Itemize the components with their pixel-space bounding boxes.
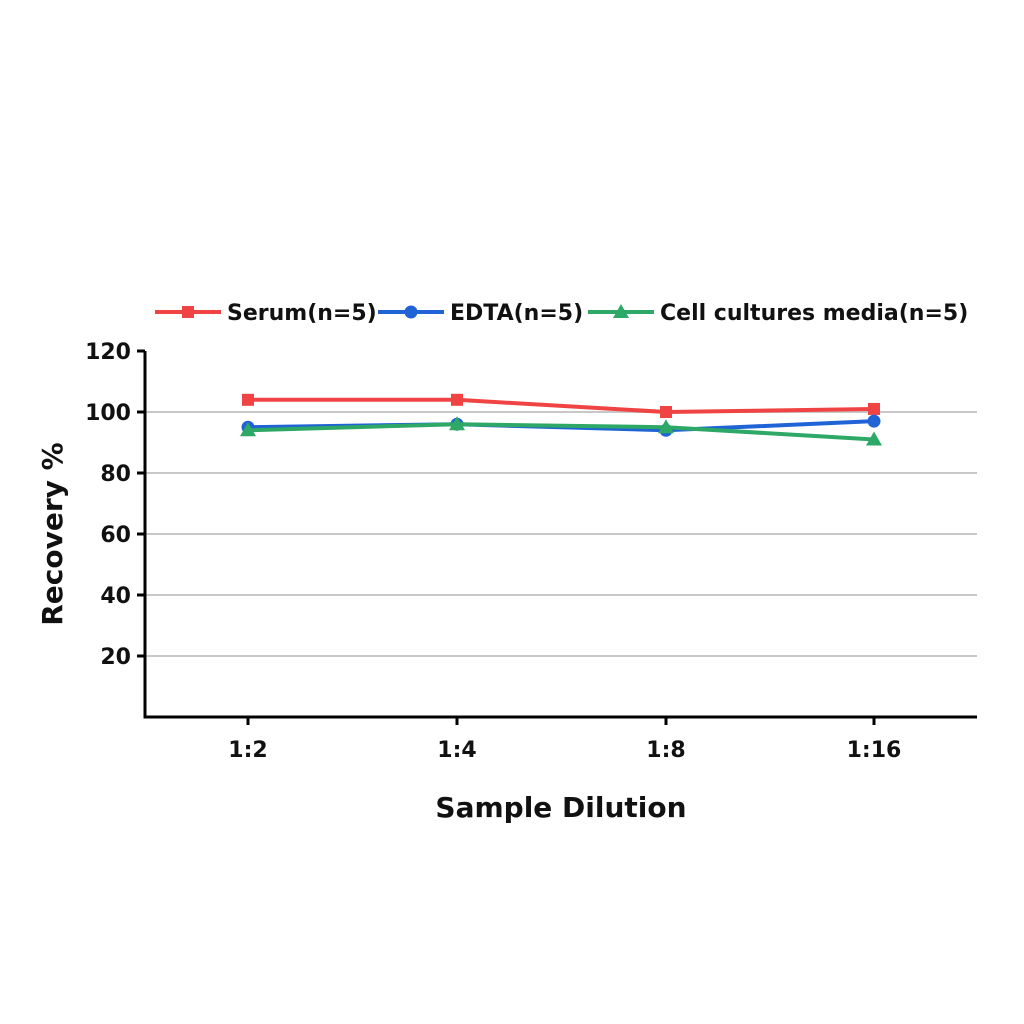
x-tick-label: 1:8	[646, 738, 685, 763]
data-point	[658, 419, 674, 434]
data-point	[866, 431, 882, 446]
y-axis-label: Recovery %	[36, 442, 69, 626]
legend-marker	[404, 305, 418, 319]
legend-label: Cell cultures media(n=5)	[660, 301, 968, 326]
data-point	[240, 422, 256, 437]
y-tick-label: 60	[100, 523, 131, 548]
y-tick-label: 20	[100, 645, 131, 670]
data-point	[660, 406, 672, 418]
series-line	[247, 422, 875, 442]
legend-marker	[613, 304, 629, 318]
data-point	[451, 393, 463, 406]
data-point	[868, 402, 880, 415]
x-axis-label: Sample Dilution	[435, 791, 686, 824]
y-tick-label: 100	[85, 401, 131, 426]
y-tick-label: 120	[85, 340, 131, 365]
data-point	[867, 414, 881, 428]
x-tick-label: 1:4	[437, 738, 476, 763]
x-tick-label: 1:2	[228, 738, 267, 763]
legend-marker	[182, 306, 194, 318]
series-line	[248, 397, 875, 415]
data-point	[242, 393, 254, 406]
legend-label: EDTA(n=5)	[450, 301, 583, 326]
legend-label: Serum(n=5)	[227, 301, 377, 326]
x-tick-label: 1:16	[847, 738, 902, 763]
data-point	[449, 416, 465, 431]
y-tick-label: 40	[100, 584, 131, 609]
y-tick-label: 80	[100, 462, 131, 487]
